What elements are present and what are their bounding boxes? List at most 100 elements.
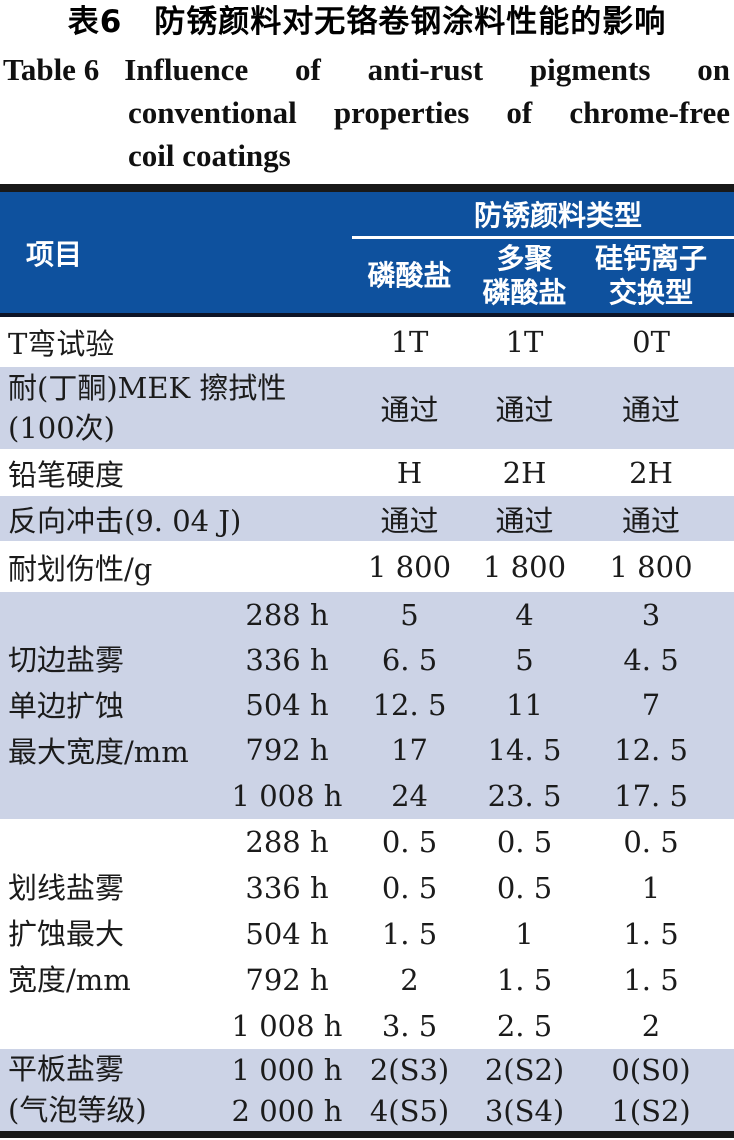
section-cut-edge-salt-spray: 切边盐雾 单边扩蚀 最大宽度/mm 288 h 5 4 3	[0, 592, 734, 769]
value-cell: 2	[400, 963, 419, 997]
header-col-line: 硅钙离子	[595, 242, 708, 275]
section-label: 平板盐雾 (气泡等级)	[0, 1049, 222, 1135]
row-scratch-resistance: 耐划伤性/g 1 800 1 800 1 800	[0, 541, 734, 592]
table-title-en: Table 6 Influence of anti-rust pigments …	[0, 48, 734, 177]
table-number-label: Table 6	[3, 52, 100, 87]
header-col-line: 磷酸盐	[482, 276, 567, 309]
time-cell: 288 h	[245, 825, 329, 859]
value-cell: 5	[400, 597, 419, 632]
value-cell: 1 800	[609, 549, 693, 584]
value-cell: 1(S2)	[611, 1094, 691, 1129]
value-cell: 2. 5	[496, 1009, 553, 1043]
header-col-line: 交换型	[609, 276, 694, 309]
section-scribed-salt-spray: 划线盐雾 扩蚀最大 宽度/mm 288 h 0. 5 0. 5 0. 5	[0, 819, 734, 997]
header-col-polyphosphate: 多聚 磷酸盐	[467, 237, 583, 317]
title-word: anti-rust	[367, 52, 484, 87]
value-cell: 0. 5	[496, 825, 553, 859]
header-pigment-type-group: 防锈颜料类型	[352, 188, 734, 239]
value-cell: 1. 5	[623, 917, 679, 951]
section-label-line: 切边盐雾	[8, 642, 125, 677]
time-cell: 504 h	[245, 917, 329, 951]
value-cell: 4	[515, 597, 534, 632]
value-cell: 4(S5)	[369, 1094, 450, 1129]
header-col-silica-calcium-exchange: 硅钙离子 交换型	[582, 237, 734, 317]
value-cell: 11	[506, 687, 543, 722]
title-word: of	[295, 52, 321, 87]
row-label: 耐划伤性/g	[8, 551, 153, 586]
value-cell: 17. 5	[614, 779, 688, 813]
results-table: 项目 防锈颜料类型 磷酸盐 多聚 磷酸盐 硅钙离子 交换型 T弯试验 1T 1T	[0, 184, 734, 1138]
value-cell: 1	[515, 917, 534, 951]
value-cell: 1	[641, 871, 661, 905]
row-label: T弯试验	[8, 327, 115, 361]
section-label-line: 划线盐雾	[8, 871, 125, 905]
section-scribed-subrow: 1 008 h 3. 5 2. 5 2	[0, 1003, 734, 1049]
value-cell: 23. 5	[487, 779, 562, 813]
row-label: 反向冲击(9. 04 J)	[8, 503, 242, 538]
value-cell: 0T	[632, 325, 670, 359]
time-cell: 792 h	[245, 733, 329, 767]
value-cell: 2H	[629, 455, 673, 490]
value-cell: 1T	[505, 325, 544, 359]
value-cell: 4. 5	[623, 642, 679, 677]
time-cell: 336 h	[245, 642, 329, 677]
value-cell: 14. 5	[487, 733, 562, 767]
time-cell: 1 008 h	[231, 1009, 343, 1043]
value-cell: H	[396, 455, 423, 490]
value-cell: 0. 5	[381, 871, 438, 905]
section-scribed-subrow: 336 h 0. 5 0. 5 1	[0, 865, 734, 911]
row-t-bend-test: T弯试验 1T 1T 0T	[0, 315, 734, 367]
header-row-columns: 磷酸盐 多聚 磷酸盐 硅钙离子 交换型	[0, 237, 734, 317]
value-cell: 3(S4)	[484, 1094, 565, 1129]
value-cell: 通过	[622, 393, 681, 427]
value-cell: 5	[515, 642, 534, 677]
value-cell: 通过	[622, 503, 681, 538]
title-word: conventional	[128, 95, 297, 130]
value-cell: 1. 5	[496, 963, 553, 997]
value-cell: 通过	[380, 393, 439, 427]
section-scribed-subrow: 792 h 2 1. 5 1. 5	[0, 957, 734, 1003]
value-cell: 2H	[502, 455, 547, 490]
table-body: T弯试验 1T 1T 0T 耐(丁酮)MEK 擦拭性 (100次) 通过 通过 …	[0, 315, 734, 1135]
value-cell: 2	[641, 1009, 661, 1043]
value-cell: 6. 5	[381, 642, 438, 677]
value-cell: 0. 5	[496, 871, 553, 905]
time-cell: 792 h	[245, 963, 329, 997]
section-label-line: (气泡等级)	[8, 1093, 147, 1127]
title-word: pigments	[529, 52, 651, 87]
title-en-line2: conventional properties of chrome-free	[0, 91, 734, 134]
table-title-cn: 表6 防锈颜料对无铬卷钢涂料性能的影响	[67, 4, 667, 40]
value-cell: 2(S2)	[484, 1053, 565, 1088]
title-en-line1-words: Influence of anti-rust pigments on	[124, 48, 730, 91]
section-label: 切边盐雾 单边扩蚀 最大宽度/mm	[0, 592, 222, 819]
header-col-phosphate: 磷酸盐	[352, 237, 468, 317]
row-reverse-impact: 反向冲击(9. 04 J) 通过 通过 通过	[0, 496, 734, 541]
header-item: 项目	[0, 188, 353, 317]
section-label: 划线盐雾 扩蚀最大 宽度/mm	[0, 819, 222, 1049]
value-cell: 1. 5	[381, 917, 438, 951]
value-cell: 12. 5	[614, 733, 688, 767]
value-cell: 3	[641, 597, 661, 632]
section-label-line: 扩蚀最大	[8, 917, 125, 951]
title-word: chrome-free	[569, 95, 730, 130]
value-cell: 12. 5	[372, 687, 447, 722]
time-cell: 1 000 h	[231, 1053, 343, 1088]
header-col-line: 多聚	[496, 242, 553, 275]
time-cell: 2 000 h	[231, 1094, 343, 1129]
value-cell: 1T	[390, 325, 429, 359]
title-word: properties	[333, 95, 470, 130]
value-cell: 0. 5	[381, 825, 438, 859]
value-cell: 1 800	[368, 549, 452, 584]
table-header: 项目 防锈颜料类型 磷酸盐 多聚 磷酸盐 硅钙离子 交换型	[0, 188, 734, 317]
section-scribed-subrow: 504 h 1. 5 1 1. 5	[0, 911, 734, 957]
title-word: Influence	[124, 52, 249, 87]
value-cell: 1. 5	[623, 963, 679, 997]
title-en-line3: coil coatings	[128, 138, 291, 173]
value-cell: 通过	[495, 503, 554, 538]
row-mek-rub-resistance: 耐(丁酮)MEK 擦拭性 (100次) 通过 通过 通过	[0, 367, 734, 449]
time-cell: 336 h	[245, 871, 329, 905]
value-cell: 24	[391, 779, 428, 813]
row-label: 铅笔硬度	[8, 457, 125, 492]
row-label-line: (100次)	[8, 411, 115, 445]
